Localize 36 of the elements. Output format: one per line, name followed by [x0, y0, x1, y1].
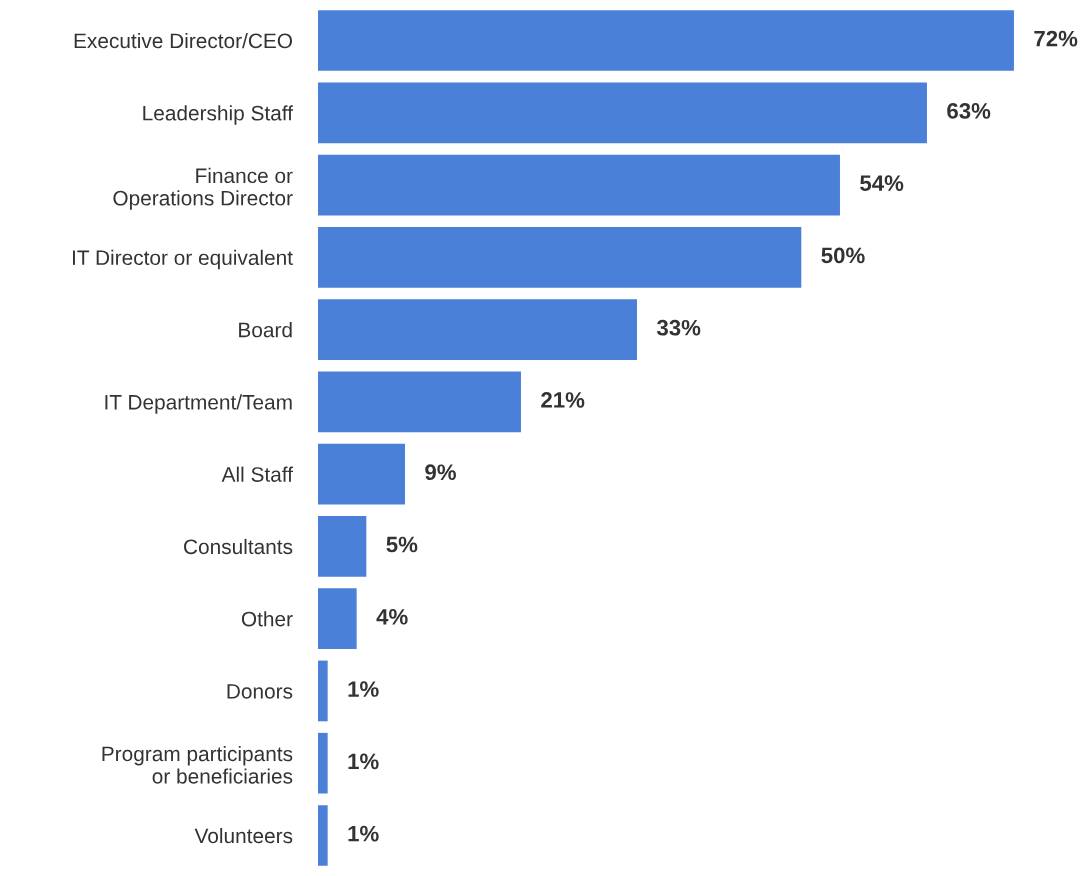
y-tick-label: Other — [241, 611, 293, 627]
bar — [318, 10, 1014, 71]
bar — [318, 154, 840, 216]
bar — [318, 82, 927, 144]
data-label: 33% — [656, 319, 701, 336]
bar — [318, 732, 328, 794]
y-tick-label: Donors — [227, 684, 293, 699]
data-label: 1% — [348, 825, 379, 842]
y-tick-label: Program participants or beneficiaries — [102, 745, 293, 784]
bar — [318, 805, 328, 866]
data-label: 9% — [425, 464, 456, 481]
y-tick-label: All Staff — [221, 466, 294, 482]
bar — [318, 516, 367, 577]
y-tick-label: IT Director or equivalent — [72, 249, 293, 270]
data-label: 4% — [376, 608, 408, 625]
bar — [318, 660, 328, 722]
data-label: 72% — [1034, 30, 1078, 47]
data-label: 1% — [348, 753, 379, 770]
data-label: 63% — [947, 103, 991, 119]
data-label: 50% — [821, 247, 865, 264]
y-tick-label: Finance or Operations Director — [113, 167, 293, 210]
data-label: 5% — [386, 536, 418, 553]
bar — [318, 588, 357, 650]
y-tick-label: Leadership Staff — [143, 105, 294, 125]
bar — [318, 226, 802, 288]
bar — [318, 443, 405, 505]
y-tick-label: IT Department/Team — [105, 394, 292, 414]
data-label: 21% — [541, 392, 585, 408]
y-tick-label: Consultants — [184, 538, 293, 555]
y-tick-label: Executive Director/CEO — [74, 32, 293, 49]
bar — [318, 299, 637, 360]
data-label: 54% — [860, 175, 904, 192]
data-label: 1% — [348, 681, 379, 697]
y-tick-label: Board — [239, 322, 292, 338]
y-tick-label: Volunteers — [194, 827, 293, 844]
bar — [318, 371, 521, 433]
